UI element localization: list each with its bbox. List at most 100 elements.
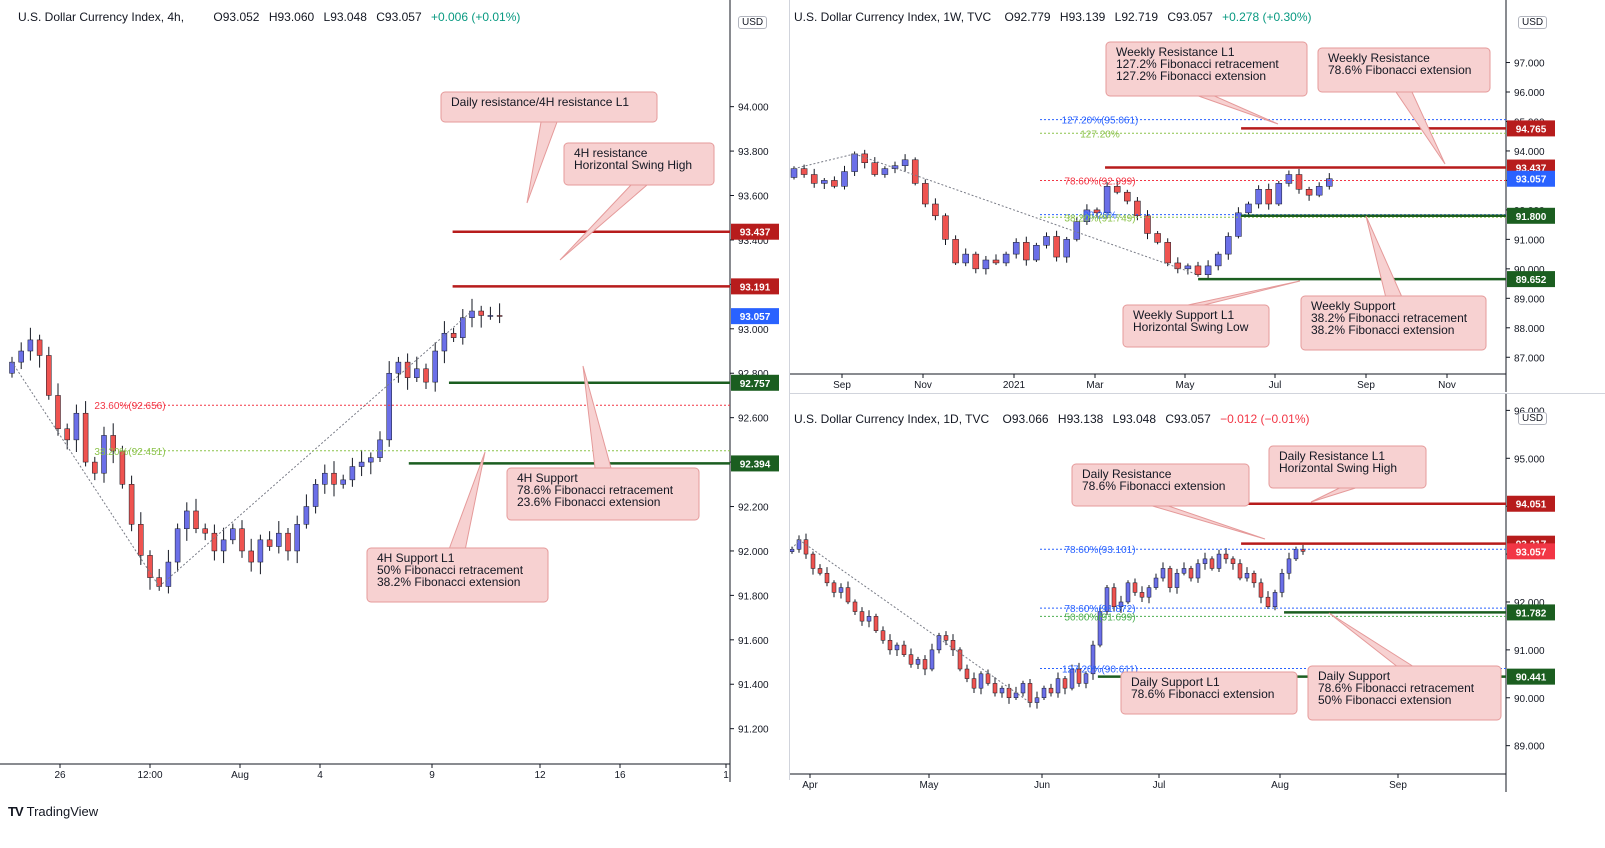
candle: [1174, 572, 1180, 588]
y-tick-label: 92.000: [1514, 598, 1545, 609]
x-tick-label: 4: [317, 770, 323, 781]
fib-trend-line: [11, 361, 160, 587]
y-tick-label: 96.000: [1514, 406, 1545, 417]
fib-level-label: 78.60%(93.101): [1064, 545, 1135, 556]
candle: [992, 259, 1000, 264]
candle: [859, 611, 865, 622]
candle: [174, 528, 181, 563]
callout-text: 38.2% Fibonacci extension: [1311, 323, 1454, 337]
callout-pointer: [1187, 280, 1301, 306]
candle: [852, 601, 858, 612]
callout-pointer: [448, 451, 486, 549]
fib-level-label: 78.60%(91.872): [1064, 604, 1135, 615]
fib-level-label: 38.20%(91.749): [1064, 213, 1135, 224]
callout-text: Daily Support L1: [1131, 675, 1220, 689]
brand-name: TradingView: [26, 804, 99, 819]
candle: [978, 673, 984, 689]
chart-4h[interactable]: 94.00093.80093.60093.40093.20093.00092.8…: [0, 0, 789, 800]
candle: [796, 539, 802, 550]
candle: [1069, 668, 1075, 689]
price-tag-label: 90.441: [1516, 673, 1547, 684]
candle: [957, 649, 963, 670]
callout-text: 23.6% Fibonacci extension: [517, 495, 660, 509]
callout-box: [1300, 295, 1487, 351]
candle: [1154, 233, 1161, 243]
x-tick-label: Jul: [1269, 380, 1282, 391]
candle: [1174, 262, 1182, 270]
y-tick-label: 92.800: [738, 369, 769, 380]
callout-text: Horizontal Swing Low: [1133, 320, 1249, 334]
chart-header: U.S. Dollar Currency Index, 1W, TVC O92.…: [794, 10, 1318, 24]
panel-weekly-chart[interactable]: 97.00096.00095.00094.00093.00092.00091.0…: [790, 0, 1605, 393]
candle: [887, 640, 893, 651]
candle: [147, 555, 153, 578]
fib-level-label: 78.60%(92.999): [1064, 176, 1135, 187]
last-price-label: 93.057: [740, 312, 771, 323]
candle: [1279, 572, 1285, 593]
candle: [1214, 253, 1222, 267]
callout-text: 50% Fibonacci extension: [1318, 693, 1451, 707]
candle: [1251, 572, 1257, 584]
y-tick-label: 91.000: [1514, 235, 1545, 246]
low-value: L93.048: [323, 10, 367, 24]
candle: [932, 203, 939, 217]
candle: [450, 332, 457, 338]
panel-daily-chart[interactable]: 96.00095.00094.00093.00092.00091.00090.0…: [790, 394, 1605, 800]
candle: [871, 162, 879, 175]
fib-level-label: 50.00%(91.699): [1064, 612, 1135, 623]
candle: [1209, 558, 1215, 569]
candle: [1034, 697, 1040, 703]
currency-badge[interactable]: USD: [738, 16, 768, 29]
candle: [1104, 587, 1110, 612]
y-tick-label: 91.800: [738, 591, 769, 602]
candle: [101, 435, 107, 474]
price-tag: [731, 278, 779, 295]
candle: [1305, 189, 1313, 196]
callout-text: Daily resistance/4H resistance L1: [451, 95, 629, 109]
x-tick-label: Jun: [1034, 780, 1050, 791]
candle: [1286, 558, 1292, 574]
x-tick-label: Jul: [1153, 780, 1166, 791]
candle: [156, 577, 162, 587]
candle: [1230, 558, 1236, 564]
candle: [266, 539, 273, 547]
price-tag: [1507, 604, 1555, 621]
chart-weekly[interactable]: 97.00096.00095.00094.00093.00092.00091.0…: [790, 0, 1605, 393]
y-tick-label: 91.400: [738, 680, 769, 691]
close-value: C93.057: [376, 10, 422, 24]
candle: [138, 524, 144, 556]
y-tick-label: 90.000: [1514, 694, 1545, 705]
panel-4h-chart[interactable]: 94.00093.80093.60093.40093.20093.00092.8…: [0, 0, 789, 800]
fib-level-label: 23.60%(92.656): [94, 401, 165, 412]
candle: [1013, 692, 1019, 699]
currency-badge[interactable]: USD: [1518, 16, 1548, 29]
candle: [880, 630, 886, 641]
candle: [1113, 186, 1121, 193]
price-tag: [1507, 207, 1555, 224]
candle: [1265, 596, 1271, 608]
candle: [810, 174, 818, 184]
currency-badge[interactable]: USD: [1518, 412, 1548, 425]
candle: [276, 532, 282, 547]
candle: [950, 640, 956, 651]
callout-text: 78.6% Fibonacci retracement: [517, 483, 674, 497]
candle: [800, 168, 808, 175]
callout-pointer: [1198, 95, 1279, 125]
tradingview-brand[interactable]: TV TradingView: [8, 804, 98, 819]
callout-text: 38.2% Fibonacci extension: [377, 575, 520, 589]
candle: [922, 183, 929, 205]
candle: [821, 180, 828, 184]
candle: [942, 215, 949, 240]
callout-box: [1268, 445, 1427, 489]
candle: [911, 159, 919, 184]
candle: [1083, 673, 1089, 684]
candle: [1093, 209, 1101, 214]
candle: [487, 315, 494, 317]
candle: [119, 450, 126, 485]
callout-box: [1105, 41, 1308, 97]
candle: [901, 644, 907, 655]
chart-daily[interactable]: 96.00095.00094.00093.00092.00091.00090.0…: [790, 394, 1605, 800]
price-tag: [731, 455, 779, 472]
price-tag-label: 91.782: [1516, 608, 1547, 619]
fib-level-label: 38.20%(92.451): [94, 447, 165, 458]
